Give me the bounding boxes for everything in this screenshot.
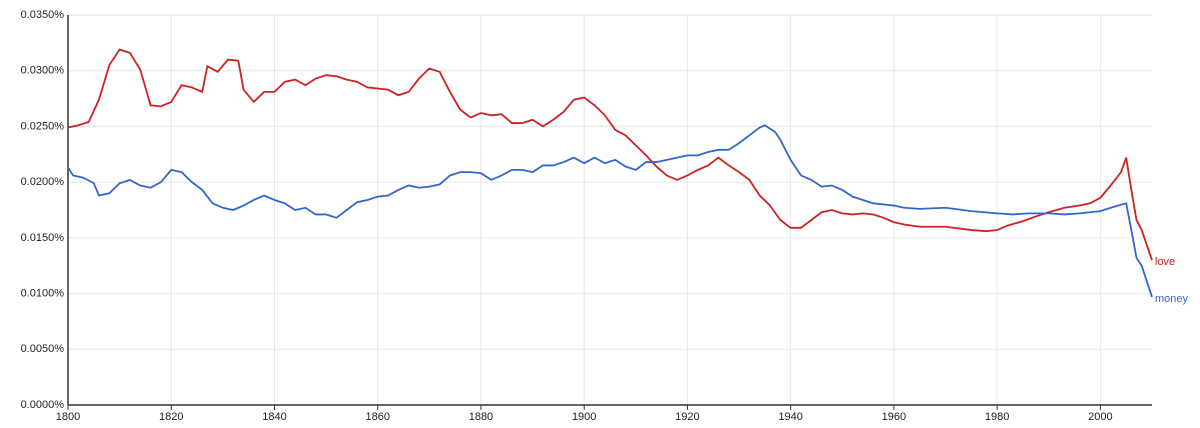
y-tick-label: 0.0000%: [21, 399, 65, 411]
x-tick-label: 1860: [365, 411, 389, 423]
x-tick-label: 1980: [985, 411, 1009, 423]
y-tick-label: 0.0150%: [21, 232, 65, 244]
y-tick-label: 0.0350%: [21, 9, 65, 21]
y-tick-label: 0.0100%: [21, 287, 65, 299]
x-tick-label: 1880: [469, 411, 493, 423]
x-tick-label: 1920: [675, 411, 699, 423]
y-tick-label: 0.0250%: [21, 120, 65, 132]
x-tick-label: 2000: [1088, 411, 1112, 423]
series-line: [67, 124, 1153, 298]
x-tick-label: 1960: [882, 411, 906, 423]
x-tick-label: 1820: [159, 411, 183, 423]
y-tick-label: 0.0050%: [21, 343, 65, 355]
x-tick-label: 1900: [572, 411, 596, 423]
series-line: [67, 48, 1153, 261]
x-tick-label: 1940: [778, 411, 802, 423]
y-tick-label: 0.0300%: [21, 65, 65, 77]
x-tick-label: 1800: [56, 411, 80, 423]
series-label: money: [1155, 293, 1189, 305]
x-tick-label: 1840: [262, 411, 286, 423]
series-label: love: [1155, 256, 1175, 268]
y-tick-label: 0.0200%: [21, 176, 65, 188]
